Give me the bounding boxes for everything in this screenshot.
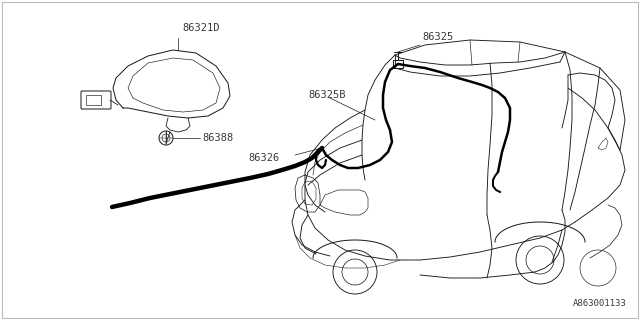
Bar [393, 60, 403, 68]
Text: 86326: 86326 [248, 153, 279, 163]
Text: 86321D: 86321D [182, 23, 220, 33]
Text: A863001133: A863001133 [573, 299, 627, 308]
Text: 86325: 86325 [422, 32, 453, 42]
Text: 86325B: 86325B [308, 90, 346, 100]
Text: 86388: 86388 [202, 133, 233, 143]
Bar [86, 95, 101, 105]
